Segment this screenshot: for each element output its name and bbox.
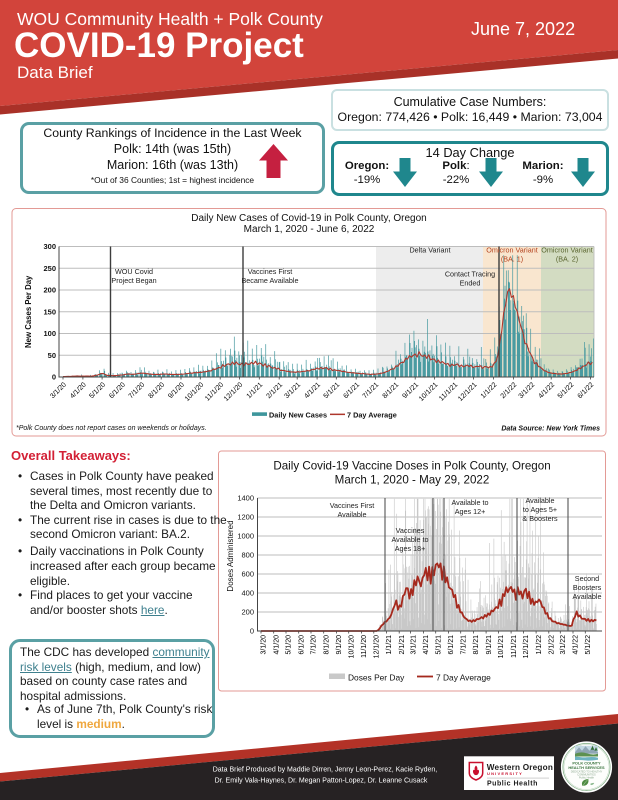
svg-text:Omicron Variant: Omicron Variant [541,246,592,255]
svg-text:150: 150 [43,307,56,316]
svg-text:WOU Covid: WOU Covid [115,267,153,276]
svg-text:3/1/21: 3/1/21 [410,635,417,655]
svg-text:Daily Covid-19 Vaccine Doses i: Daily Covid-19 Vaccine Doses in Polk Cou… [273,460,550,473]
svg-text:11/1/21: 11/1/21 [511,635,518,658]
svg-text:UNIVERSITY: UNIVERSITY [487,771,523,776]
svg-text:New Cases Per Day: New Cases Per Day [24,275,33,348]
svg-text:1200: 1200 [237,513,254,522]
svg-text:1400: 1400 [237,494,254,503]
svg-text:Vaccines First: Vaccines First [330,501,375,510]
svg-text:POLK COUNTY: POLK COUNTY [572,761,601,766]
svg-text:Project Began: Project Began [111,276,156,285]
svg-text:Western Oregon: Western Oregon [487,763,553,772]
svg-text:Ages 12+: Ages 12+ [455,507,486,516]
svg-text:Daily New Cases of Covid-19 in: Daily New Cases of Covid-19 in Polk Coun… [191,213,426,224]
svg-text:Boosters: Boosters [573,583,602,592]
svg-text:(BA. 1): (BA. 1) [501,255,523,264]
svg-text:7/1/20: 7/1/20 [311,635,318,655]
svg-text:March 1, 2020 - May 29, 2022: March 1, 2020 - May 29, 2022 [335,474,490,487]
svg-text:9/1/20: 9/1/20 [336,635,343,655]
svg-text:7/1/21: 7/1/21 [460,635,467,655]
svg-text:250: 250 [43,264,56,273]
svg-text:5/1/20: 5/1/20 [286,635,293,655]
svg-text:400: 400 [241,589,254,598]
svg-text:600: 600 [241,570,254,579]
svg-text:Available: Available [337,510,366,519]
svg-text:8/1/21: 8/1/21 [473,635,480,655]
svg-text:12/1/20: 12/1/20 [373,635,380,658]
svg-text:Ended: Ended [460,279,481,288]
svg-text:7 Day Average: 7 Day Average [436,673,491,683]
svg-text:7 Day Average: 7 Day Average [347,410,397,419]
svg-text:9/1/21: 9/1/21 [486,635,493,655]
svg-text:Doses Administered: Doses Administered [226,520,235,591]
svg-text:8/1/20: 8/1/20 [323,635,330,655]
svg-text:Available: Available [572,592,601,601]
svg-text:(BA. 2): (BA. 2) [556,255,578,264]
svg-text:Data Brief Produced by Maddie: Data Brief Produced by Maddie Dirren, Je… [213,767,438,774]
svg-text:1/1/21: 1/1/21 [386,635,393,655]
svg-text:200: 200 [241,608,254,617]
svg-text:3/1/20: 3/1/20 [261,635,268,655]
svg-text:5/1/21: 5/1/21 [435,635,442,655]
svg-text:4/1/20: 4/1/20 [273,635,280,655]
svg-text:Vaccines: Vaccines [396,526,425,535]
svg-text:March 1, 2020 - June 6, 2022: March 1, 2020 - June 6, 2022 [244,224,375,235]
svg-text:COMMUNITIES: COMMUNITIES [577,773,596,777]
svg-text:800: 800 [241,551,254,560]
svg-text:2/1/22: 2/1/22 [549,635,556,655]
svg-text:4/1/21: 4/1/21 [423,635,430,655]
svg-text:6/1/21: 6/1/21 [448,635,455,655]
svg-text:Delta Variant: Delta Variant [409,246,450,255]
svg-text:0: 0 [250,627,254,636]
svg-text:Omicron Variant: Omicron Variant [486,246,537,255]
svg-text:100: 100 [43,329,56,338]
svg-text:Dr. Emily Vala-Haynes, Dr. Me: Dr. Emily Vala-Haynes, Dr. Megan Patton-… [215,778,428,785]
svg-text:Second: Second [575,574,599,583]
svg-text:Public Health: Public Health [487,781,538,788]
svg-text:6/1/20: 6/1/20 [298,635,305,655]
svg-text:to Ages 5+: to Ages 5+ [523,505,557,514]
svg-text:50: 50 [48,351,56,360]
svg-text:1/1/22: 1/1/22 [536,635,543,655]
svg-text:10/1/20: 10/1/20 [348,635,355,658]
svg-text:1000: 1000 [237,532,254,541]
svg-text:Contact Tracing: Contact Tracing [445,270,495,279]
svg-text:& Boosters: & Boosters [522,514,558,523]
svg-text:12/1/21: 12/1/21 [523,635,530,658]
svg-text:4/1/22: 4/1/22 [573,635,580,655]
svg-text:3/1/22: 3/1/22 [560,635,567,655]
svg-text:Data Source: New York Times: Data Source: New York Times [501,426,600,433]
svg-text:10/1/21: 10/1/21 [498,635,505,658]
svg-text:*Polk County does not report c: *Polk County does not report cases on we… [16,425,207,432]
svg-text:Doses Per Day: Doses Per Day [348,673,405,683]
svg-text:Available to: Available to [391,535,428,544]
svg-text:Public Health: Public Health [579,775,595,779]
svg-text:2/1/21: 2/1/21 [399,635,406,655]
svg-text:5/1/22: 5/1/22 [585,635,592,655]
svg-text:HEALTH SERVICES: HEALTH SERVICES [568,765,605,770]
svg-text:300: 300 [43,242,56,251]
svg-text:200: 200 [43,286,56,295]
svg-text:0: 0 [52,373,56,382]
svg-text:Vaccines First: Vaccines First [248,267,293,276]
svg-text:Available: Available [525,496,554,505]
svg-text:DEDICATED TO HEALTHY: DEDICATED TO HEALTHY [571,770,603,774]
svg-text:Available to: Available to [451,498,488,507]
svg-text:Became Available: Became Available [241,276,298,285]
svg-text:11/1/20: 11/1/20 [361,635,368,658]
svg-text:Daily New Cases: Daily New Cases [269,410,327,419]
svg-text:Ages 18+: Ages 18+ [395,544,426,553]
